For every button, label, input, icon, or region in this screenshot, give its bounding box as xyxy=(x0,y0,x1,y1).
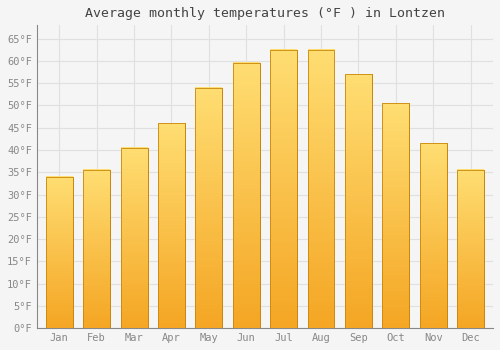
Title: Average monthly temperatures (°F ) in Lontzen: Average monthly temperatures (°F ) in Lo… xyxy=(85,7,445,20)
Bar xyxy=(233,63,260,328)
Bar xyxy=(382,103,409,328)
Bar xyxy=(345,74,372,328)
Bar xyxy=(83,170,110,328)
Bar xyxy=(308,50,334,328)
Bar xyxy=(196,88,222,328)
Bar xyxy=(120,148,148,328)
Bar xyxy=(457,170,484,328)
Bar xyxy=(158,123,185,328)
Bar xyxy=(270,50,297,328)
Bar xyxy=(420,144,446,328)
Bar xyxy=(46,177,72,328)
